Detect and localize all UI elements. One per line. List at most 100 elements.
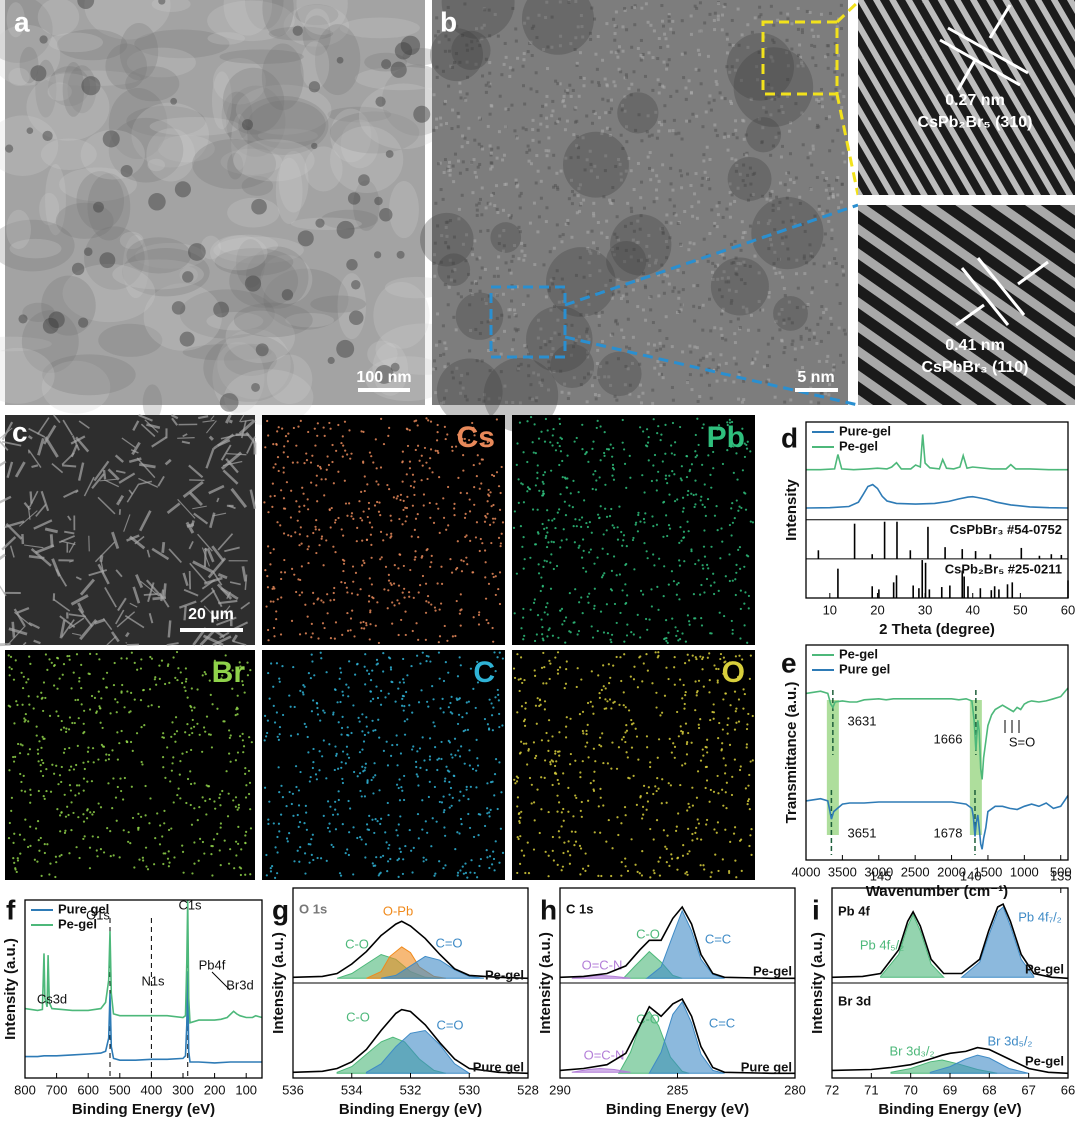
eds-dot [189, 803, 192, 807]
noise [606, 99, 610, 103]
eds-dot [298, 510, 301, 513]
eds-dot [363, 795, 367, 798]
eds-dot [659, 714, 662, 717]
eds-dot [20, 780, 23, 784]
eds-dot [630, 718, 633, 722]
noise [842, 95, 846, 99]
noise [756, 78, 760, 82]
eds-dot [602, 761, 605, 765]
eds-dot [68, 769, 71, 772]
noise [631, 288, 635, 292]
noise [782, 287, 786, 291]
texture [134, 29, 230, 59]
noise [482, 399, 486, 403]
eds-dot [383, 588, 386, 591]
eds-dot [729, 840, 732, 843]
sem-fiber [59, 619, 66, 639]
noise [811, 144, 815, 148]
noise [671, 129, 675, 133]
eds-dot [456, 722, 460, 726]
eds-dot [691, 839, 694, 842]
eds-dot [558, 754, 561, 757]
eds-dot [468, 498, 471, 501]
eds-dot [488, 855, 492, 858]
eds-dot [319, 465, 322, 469]
eds-dot [374, 438, 377, 441]
eds-dot [289, 516, 293, 519]
noise [486, 81, 490, 85]
eds-dot [531, 441, 534, 444]
plot-frame [805, 644, 1069, 861]
eds-dot [749, 760, 752, 763]
eds-dot [331, 813, 335, 816]
eds-dot [14, 659, 17, 662]
eds-dot [364, 683, 367, 686]
eds-dot [645, 808, 648, 811]
noise [739, 78, 743, 82]
noise [773, 97, 777, 101]
eds-dot [267, 511, 270, 514]
noise [507, 268, 511, 272]
eds-dot [160, 659, 164, 662]
eds-dot [282, 466, 285, 469]
eds-dot [429, 457, 432, 460]
eds-dot [563, 687, 566, 690]
eds-dot [363, 733, 366, 737]
texture [0, 336, 52, 352]
noise [832, 363, 836, 367]
noise [442, 171, 446, 175]
noise [734, 272, 738, 276]
eds-dot [307, 545, 310, 548]
noise [701, 356, 705, 360]
eds-dot [490, 541, 493, 545]
noise [481, 297, 485, 301]
eds-dot [282, 532, 286, 535]
noise [566, 397, 570, 401]
eds-dot [185, 801, 188, 805]
noise [457, 159, 461, 163]
noise [742, 398, 746, 402]
eds-dot [19, 743, 22, 746]
eds-dot [331, 443, 334, 447]
eds-dot [186, 723, 189, 726]
eds-dot [497, 485, 501, 488]
eds-dot [304, 603, 307, 606]
noise [713, 69, 717, 73]
eds-dot [646, 669, 649, 672]
noise [819, 391, 823, 395]
eds-dot [405, 515, 408, 518]
eds-dot [308, 861, 311, 864]
noise [511, 254, 515, 258]
noise [596, 220, 600, 224]
eds-dot [542, 639, 545, 642]
eds-dot [722, 804, 725, 807]
eds-dot [397, 584, 401, 587]
eds-dot [116, 701, 119, 704]
noise [662, 60, 666, 64]
noise [815, 175, 819, 179]
noise [464, 98, 468, 102]
eds-dot [584, 852, 587, 855]
eds-dot [75, 653, 79, 656]
noise [793, 358, 797, 362]
eds-dot [164, 776, 167, 779]
eds-dot [398, 602, 401, 605]
noise [716, 263, 720, 267]
noise [705, 371, 709, 375]
particle [171, 301, 186, 315]
noise [630, 210, 634, 214]
noise [743, 183, 747, 187]
noise [708, 297, 712, 301]
eds-dot [716, 428, 719, 431]
eds-dot [295, 500, 298, 503]
eds-dot [436, 582, 439, 585]
eds-dot [329, 637, 333, 640]
eds-dot [717, 792, 720, 795]
noise [651, 168, 655, 172]
eds-dot [343, 479, 346, 482]
noise [484, 83, 488, 87]
eds-dot [648, 618, 651, 621]
noise [628, 383, 632, 387]
eds-dot [663, 637, 667, 640]
noise [792, 181, 796, 185]
